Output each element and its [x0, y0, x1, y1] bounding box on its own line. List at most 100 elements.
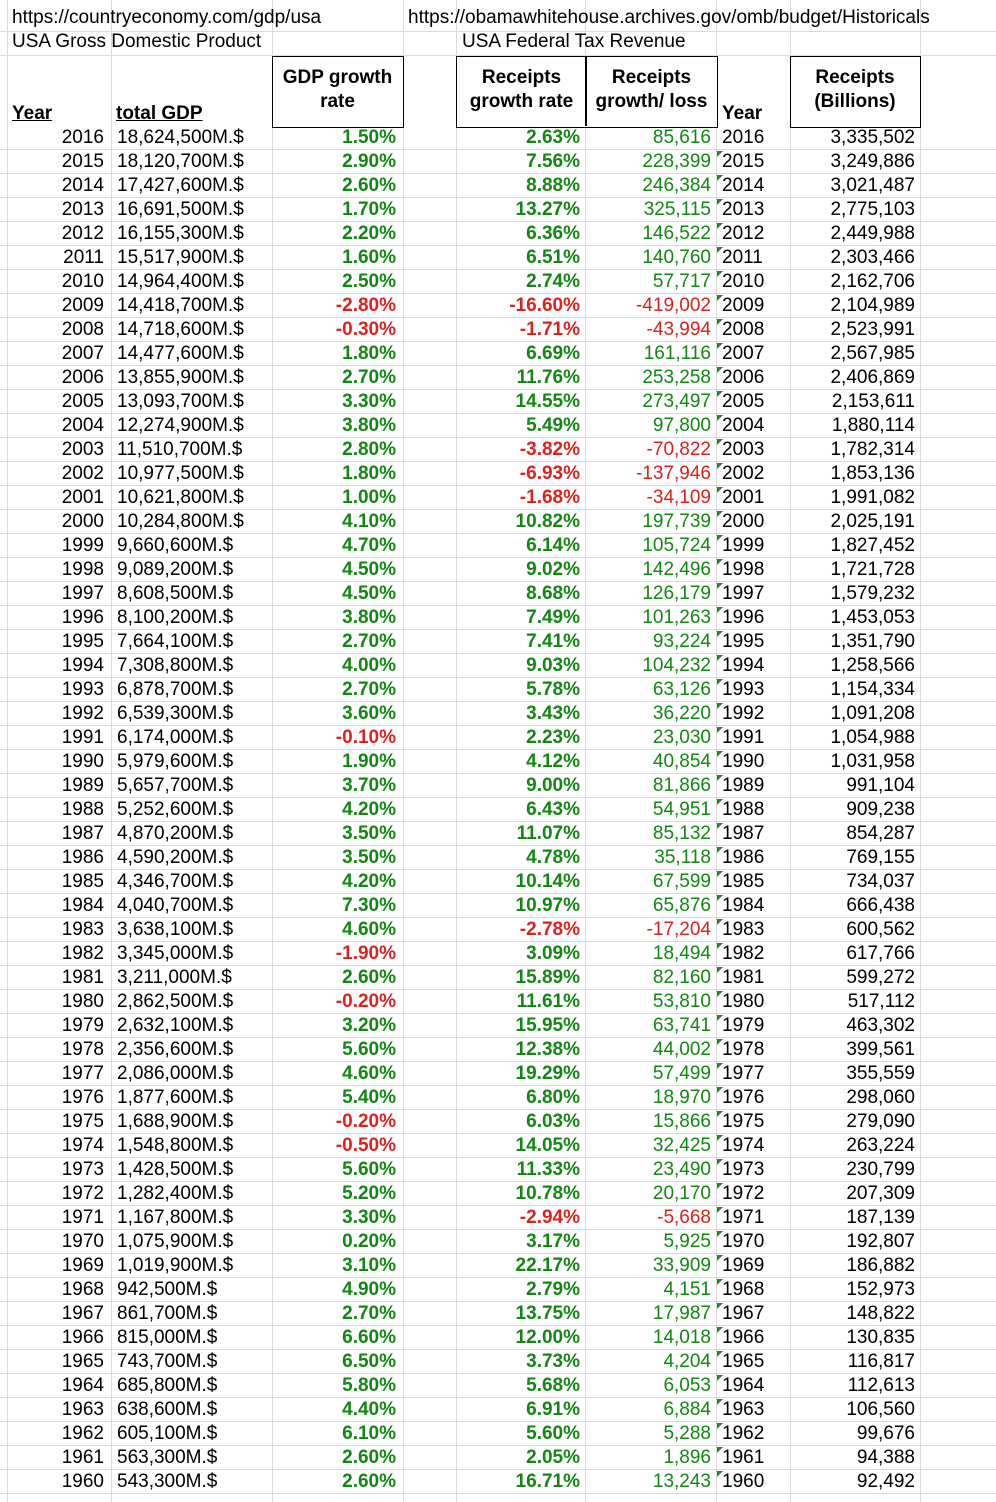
error-indicator-icon	[717, 607, 723, 613]
cell-total-gdp: 16,155,300M.$	[117, 223, 244, 244]
cell-receipts-change: 14,018	[652, 1327, 711, 1348]
cell-year-2: 1973	[722, 1159, 765, 1180]
gridline-h	[0, 1445, 996, 1446]
cell-receipts-growth: 19.29%	[515, 1063, 580, 1084]
cell-receipts: 355,559	[846, 1063, 915, 1084]
cell-total-gdp: 5,657,700M.$	[117, 775, 234, 796]
cell-receipts-growth: 2.79%	[526, 1279, 580, 1300]
cell-receipts-change: 82,160	[652, 967, 711, 988]
cell-receipts-change: 5,925	[663, 1231, 711, 1252]
header-receipts-box: Receipts (Billions)	[790, 56, 921, 128]
cell-year: 1993	[61, 679, 104, 700]
error-indicator-icon	[717, 751, 723, 757]
gridline-h	[0, 1181, 996, 1182]
cell-receipts: 2,567,985	[830, 343, 915, 364]
cell-year-2: 2011	[722, 247, 763, 268]
header-receipts-line2: (Billions)	[814, 91, 896, 112]
cell-receipts-growth: 6.03%	[526, 1111, 580, 1132]
cell-year: 1964	[61, 1375, 104, 1396]
cell-receipts: 298,060	[846, 1087, 915, 1108]
cell-year-2: 1981	[722, 967, 765, 988]
cell-receipts-growth: 7.56%	[526, 151, 580, 172]
cell-gdp-growth: 4.90%	[342, 1279, 396, 1300]
cell-year-2: 1987	[722, 823, 765, 844]
cell-receipts-growth: 22.17%	[515, 1255, 580, 1276]
error-indicator-icon	[717, 1159, 723, 1165]
cell-gdp-growth: 3.80%	[342, 607, 396, 628]
cell-total-gdp: 6,539,300M.$	[117, 703, 234, 724]
tax-source-url: https://obamawhitehouse.archives.gov/omb…	[408, 7, 930, 28]
cell-receipts: 279,090	[846, 1111, 915, 1132]
cell-total-gdp: 11,510,700M.$	[117, 439, 243, 460]
cell-total-gdp: 3,638,100M.$	[117, 919, 234, 940]
cell-total-gdp: 9,660,600M.$	[117, 535, 234, 556]
cell-receipts: 116,817	[847, 1351, 915, 1372]
cell-receipts-change: -419,002	[635, 295, 711, 316]
cell-total-gdp: 3,345,000M.$	[117, 943, 234, 964]
cell-gdp-growth: 2.70%	[342, 679, 396, 700]
cell-gdp-growth: 4.40%	[342, 1399, 396, 1420]
error-indicator-icon	[717, 775, 723, 781]
gridline-h	[0, 173, 996, 174]
cell-receipts-change: 20,170	[652, 1183, 711, 1204]
gridline-v	[585, 0, 586, 1502]
cell-gdp-growth: 2.60%	[342, 1447, 396, 1468]
cell-total-gdp: 3,211,000M.$	[117, 967, 232, 988]
cell-total-gdp: 6,878,700M.$	[117, 679, 234, 700]
gridline-h	[0, 797, 996, 798]
gridline-h	[0, 1133, 996, 1134]
cell-receipts: 1,091,208	[830, 703, 915, 724]
cell-year-2: 1986	[722, 847, 765, 868]
cell-receipts-growth: 10.82%	[515, 511, 580, 532]
cell-receipts-growth: 5.68%	[526, 1375, 580, 1396]
gridline-h	[0, 1277, 996, 1278]
cell-year-2: 1980	[722, 991, 765, 1012]
cell-receipts-growth: 8.68%	[526, 583, 580, 604]
cell-receipts: 92,492	[856, 1471, 915, 1492]
cell-year-2: 1992	[722, 703, 765, 724]
error-indicator-icon	[717, 367, 723, 373]
cell-year-2: 1960	[722, 1471, 765, 1492]
cell-year-2: 1977	[722, 1063, 765, 1084]
gridline-v	[790, 0, 791, 1502]
cell-gdp-growth: 5.40%	[342, 1087, 396, 1108]
cell-receipts-growth: 10.78%	[515, 1183, 580, 1204]
cell-gdp-growth: 1.90%	[342, 751, 396, 772]
cell-total-gdp: 1,548,800M.$	[117, 1135, 234, 1156]
cell-gdp-growth: 3.30%	[342, 391, 396, 412]
cell-year: 1983	[61, 919, 104, 940]
gridline-h	[0, 245, 996, 246]
cell-year: 1971	[61, 1207, 104, 1228]
cell-total-gdp: 2,356,600M.$	[117, 1039, 234, 1060]
cell-year: 2015	[61, 151, 104, 172]
cell-gdp-growth: 4.70%	[342, 535, 396, 556]
cell-receipts-growth: -2.78%	[519, 919, 580, 940]
cell-year-2: 1985	[722, 871, 765, 892]
cell-total-gdp: 10,621,800M.$	[117, 487, 244, 508]
cell-receipts-growth: 6.69%	[526, 343, 580, 364]
gridline-h	[0, 1397, 996, 1398]
cell-receipts-change: 142,496	[642, 559, 711, 580]
cell-year: 1966	[61, 1327, 104, 1348]
cell-total-gdp: 12,274,900M.$	[117, 415, 244, 436]
cell-receipts: 1,031,958	[830, 751, 915, 772]
cell-receipts: 666,438	[846, 895, 915, 916]
gridline-h	[0, 701, 996, 702]
cell-year-2: 1975	[722, 1111, 765, 1132]
gridline-h	[0, 989, 996, 990]
cell-year-2: 2001	[722, 487, 765, 508]
cell-gdp-growth: -0.20%	[335, 991, 396, 1012]
cell-year: 1970	[61, 1231, 104, 1252]
cell-year-2: 1966	[722, 1327, 765, 1348]
cell-receipts-growth: 2.63%	[526, 127, 580, 148]
cell-receipts-growth: -3.82%	[519, 439, 580, 460]
error-indicator-icon	[717, 1423, 723, 1429]
error-indicator-icon	[717, 223, 723, 229]
cell-year-2: 1999	[722, 535, 765, 556]
cell-total-gdp: 4,346,700M.$	[117, 871, 234, 892]
gridline-h	[0, 31, 996, 32]
cell-year-2: 1971	[722, 1207, 765, 1228]
error-indicator-icon	[717, 703, 723, 709]
cell-receipts-growth: 10.14%	[515, 871, 580, 892]
gridline-v	[111, 0, 112, 1502]
